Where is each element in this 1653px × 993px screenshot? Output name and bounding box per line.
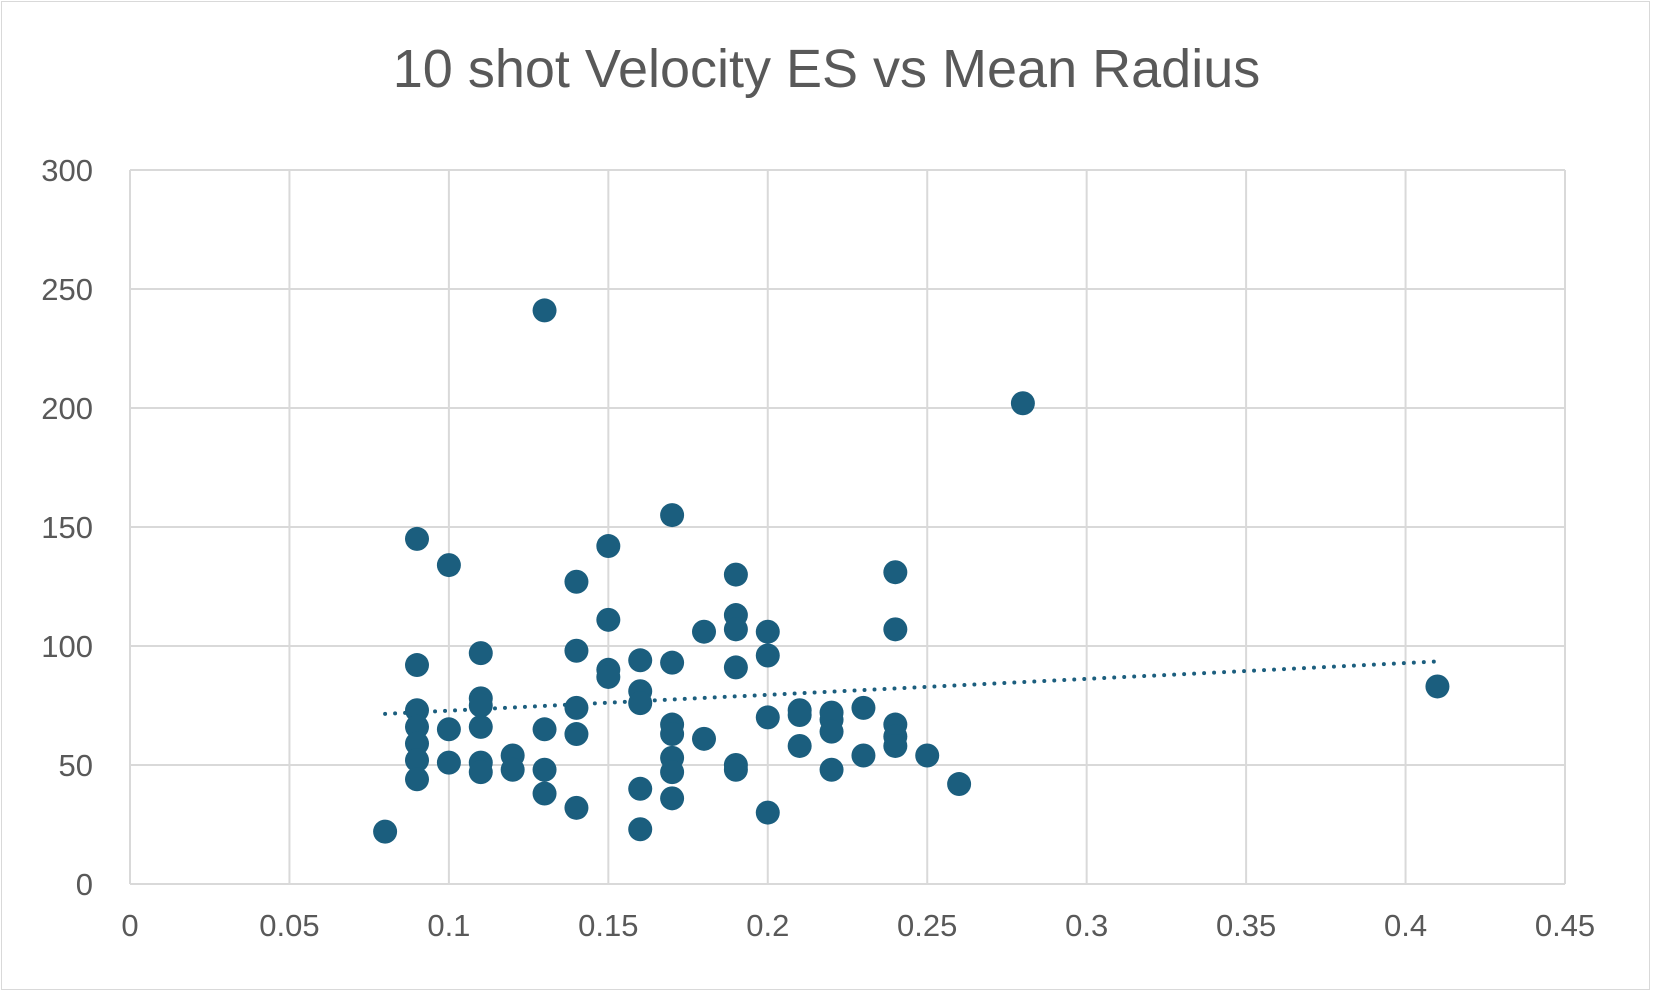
x-tick-label: 0.15: [578, 908, 638, 943]
data-point: [755, 643, 780, 668]
x-tick-label: 0.4: [1384, 908, 1427, 943]
y-tick-label: 200: [41, 391, 93, 426]
data-point: [628, 691, 653, 716]
data-point: [660, 650, 685, 675]
data-point: [564, 638, 589, 663]
data-point: [405, 653, 429, 678]
data-point: [532, 717, 557, 742]
x-tick-label: 0.1: [427, 908, 470, 943]
data-point: [564, 695, 589, 720]
x-tick-label: 0.2: [746, 908, 789, 943]
data-point: [468, 714, 493, 739]
data-point: [947, 772, 972, 797]
data-points: [373, 298, 1450, 844]
y-axis-ticks: 0 50 100 150 200 250 300: [41, 153, 93, 902]
y-tick-label: 300: [41, 153, 93, 188]
data-point: [628, 648, 653, 673]
data-point: [628, 776, 653, 801]
y-tick-label: 250: [41, 272, 93, 307]
x-tick-label: 0.35: [1216, 908, 1276, 943]
data-point: [436, 750, 461, 775]
data-point: [819, 757, 844, 782]
data-point: [883, 560, 908, 585]
x-axis-ticks: 0 0.05 0.1 0.15 0.2 0.25 0.3 0.35 0.4 0.45: [121, 908, 1595, 943]
data-point: [596, 664, 621, 689]
data-point: [436, 553, 461, 578]
data-point: [405, 748, 429, 773]
data-point: [405, 698, 429, 723]
y-tick-label: 100: [41, 629, 93, 664]
trendline-line: [383, 659, 1440, 716]
data-point: [405, 526, 429, 551]
data-point: [564, 722, 589, 747]
data-point: [660, 760, 685, 785]
data-point: [883, 733, 908, 758]
data-point: [468, 641, 493, 666]
data-point: [819, 719, 844, 744]
x-tick-label: 0: [121, 908, 138, 943]
data-point: [436, 717, 461, 742]
data-point: [564, 795, 589, 820]
data-point: [596, 534, 621, 559]
chart-title: 10 shot Velocity ES vs Mean Radius: [392, 39, 1261, 99]
data-point: [532, 757, 557, 782]
data-point: [692, 619, 716, 644]
data-point: [628, 817, 653, 842]
data-point: [532, 781, 557, 806]
x-tick-label: 0.45: [1535, 908, 1595, 943]
data-point: [787, 703, 812, 728]
data-point: [883, 617, 908, 642]
data-point: [755, 705, 780, 730]
data-point: [851, 695, 876, 720]
y-tick-label: 150: [41, 510, 93, 545]
data-point: [787, 733, 812, 758]
x-tick-label: 0.3: [1065, 908, 1108, 943]
y-tick-label: 50: [59, 748, 93, 783]
data-point: [532, 298, 557, 323]
data-point: [723, 562, 748, 587]
data-point: [1425, 674, 1450, 699]
data-point: [405, 767, 429, 792]
data-point: [692, 726, 716, 751]
data-point: [723, 757, 748, 782]
data-point: [373, 819, 398, 844]
data-point: [723, 617, 748, 642]
data-point: [660, 722, 685, 747]
data-point: [755, 619, 780, 644]
data-point: [660, 503, 685, 528]
data-point: [723, 655, 748, 680]
x-tick-label: 0.25: [897, 908, 957, 943]
data-point: [755, 800, 780, 825]
data-point: [468, 760, 493, 785]
data-point: [851, 743, 876, 768]
data-point: [405, 731, 429, 756]
trendline: [383, 659, 1440, 716]
gridlines: [129, 169, 1566, 885]
data-point: [1010, 391, 1035, 416]
x-tick-label: 0.05: [259, 908, 319, 943]
data-point: [915, 743, 940, 768]
data-point: [500, 757, 525, 782]
data-point: [596, 607, 621, 632]
data-point: [660, 786, 685, 811]
data-point: [468, 693, 493, 718]
y-tick-label: 0: [76, 867, 93, 902]
data-point: [405, 714, 429, 739]
data-point: [564, 569, 589, 594]
